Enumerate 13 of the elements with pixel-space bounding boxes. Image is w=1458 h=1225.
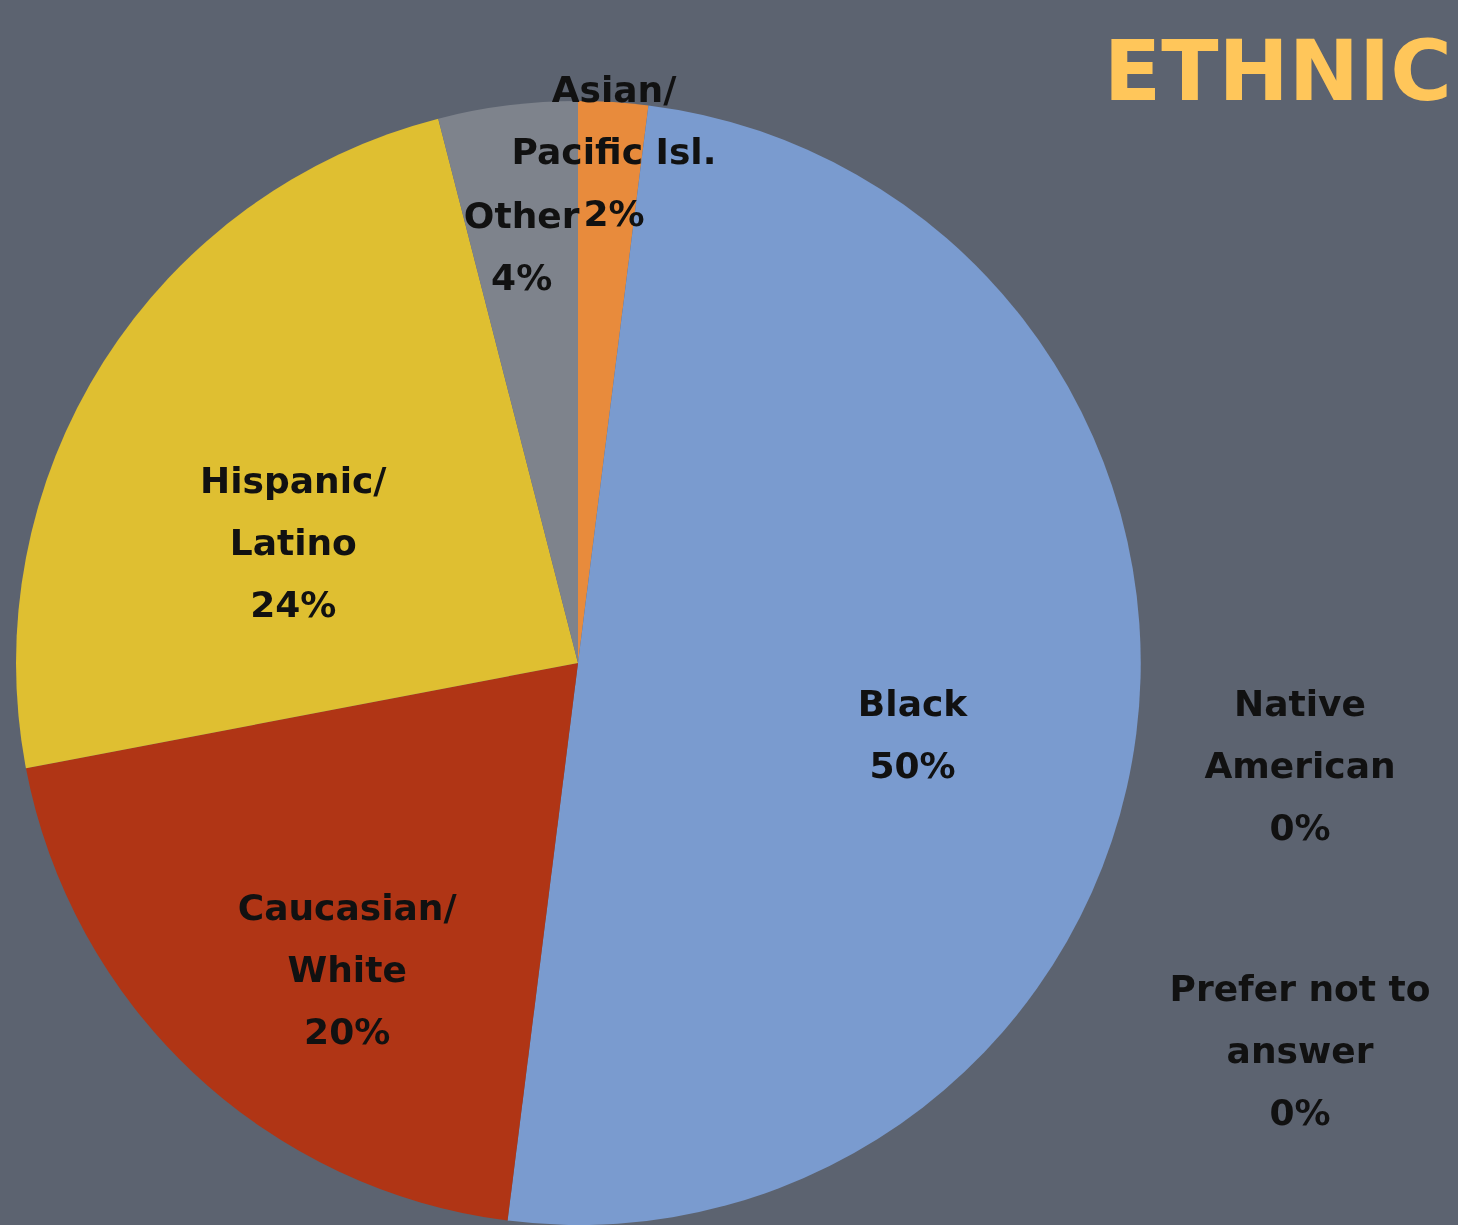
chart-title: ETHNIC [1103, 22, 1452, 120]
data-label: 50% [869, 745, 956, 787]
slice-label: Hispanic/Latino [200, 460, 388, 564]
slice-label: Black [857, 683, 969, 725]
data-label: 24% [250, 584, 337, 626]
data-label: 20% [304, 1010, 391, 1052]
category-label: Native American [1204, 683, 1396, 786]
text: 0% [1269, 1092, 1331, 1133]
text: 0% [1269, 807, 1331, 848]
pie-slice [25, 663, 578, 1221]
category-label: Prefer not to answer [1169, 968, 1431, 1071]
data-label: 4% [491, 256, 553, 298]
slice-label: Caucasian/White [237, 886, 458, 990]
